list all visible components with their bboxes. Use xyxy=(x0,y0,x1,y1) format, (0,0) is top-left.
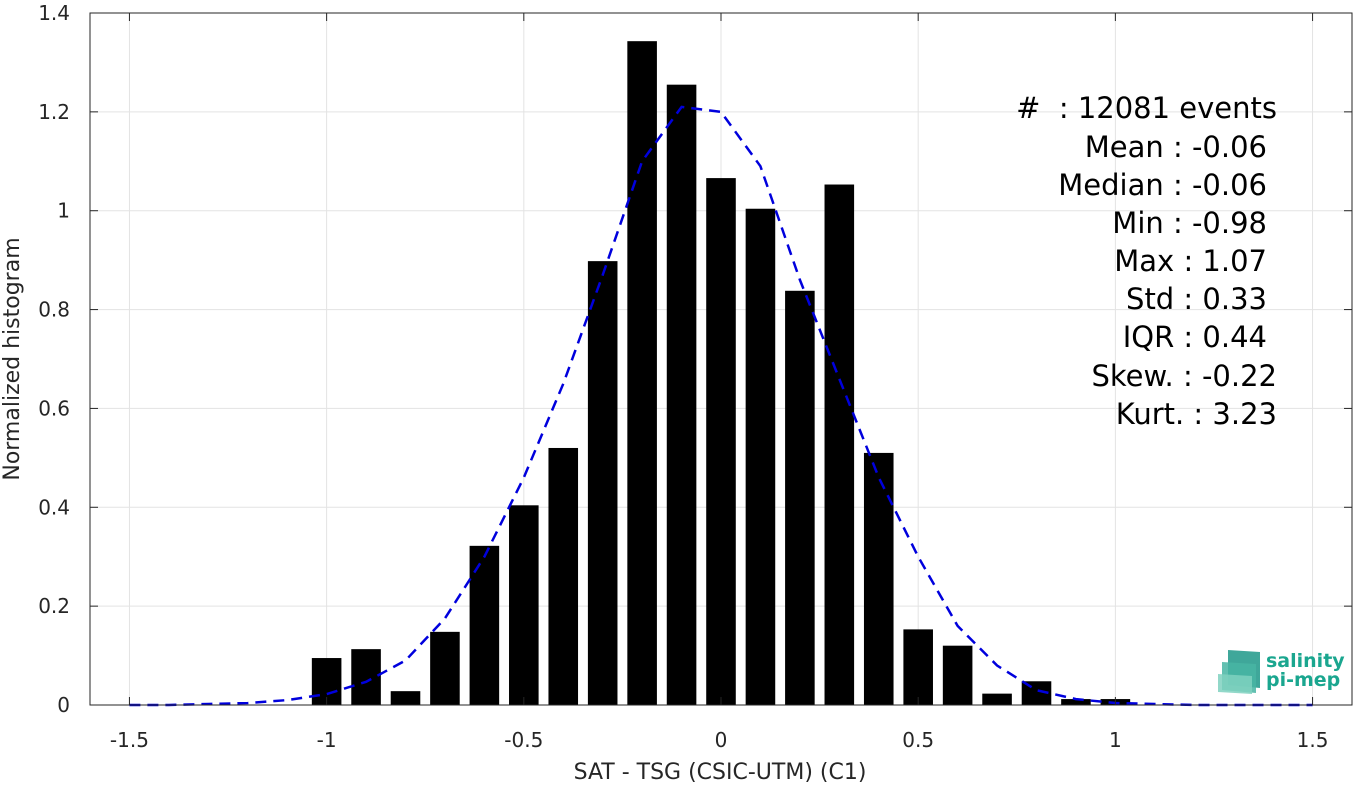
histogram-bar xyxy=(587,261,618,705)
histogram-bar xyxy=(666,84,697,705)
histogram-bar xyxy=(390,691,421,705)
histogram-bar xyxy=(824,184,855,705)
histogram-bar xyxy=(982,693,1012,705)
x-tick-label: 0.5 xyxy=(902,728,934,752)
y-tick-label: 0.8 xyxy=(38,298,70,322)
x-tick-label: -0.5 xyxy=(504,728,543,752)
y-tick-label: 0.6 xyxy=(38,396,70,420)
stat-median: Median : -0.06 xyxy=(1058,168,1267,202)
stat-max: Max : 1.07 xyxy=(1114,244,1267,278)
y-tick-label: 1.2 xyxy=(38,100,70,124)
logo-line2: pi-mep xyxy=(1266,669,1340,691)
salinity-pimep-logo: salinity pi-mep xyxy=(1218,650,1345,694)
histogram-bar xyxy=(745,208,776,706)
histogram-bar xyxy=(785,290,815,705)
stat-skew: Skew. : -0.22 xyxy=(1091,359,1277,393)
stat-min: Min : -0.98 xyxy=(1112,206,1267,240)
x-tick-label: 1.5 xyxy=(1297,728,1329,752)
histogram-bar xyxy=(469,545,500,705)
stat-events: # : 12081 events xyxy=(1016,91,1277,125)
y-tick-label: 1 xyxy=(57,199,70,223)
x-axis-ticks: -1.5 -1 -0.5 0 0.5 1 1.5 xyxy=(110,13,1329,752)
logo-line1: salinity xyxy=(1266,650,1345,672)
y-tick-label: 0.4 xyxy=(38,495,70,519)
statistics-annotation: # : 12081 events Mean : -0.06 Median : -… xyxy=(1016,91,1277,431)
logo-waves-icon xyxy=(1218,650,1260,694)
histogram-bar xyxy=(548,447,579,705)
y-tick-label: 0 xyxy=(57,693,70,717)
y-tick-label: 1.4 xyxy=(38,1,70,25)
y-tick-label: 0.2 xyxy=(38,594,70,618)
histogram-bars xyxy=(311,41,1131,706)
histogram-bar xyxy=(706,178,736,705)
histogram-bar xyxy=(509,505,539,705)
histogram-bar xyxy=(1021,681,1052,705)
histogram-bar xyxy=(942,645,973,705)
x-tick-label: -1 xyxy=(317,728,337,752)
x-axis-title: SAT - TSG (CSIC-UTM) (C1) xyxy=(574,760,867,785)
histogram-bar xyxy=(903,629,933,705)
x-tick-label: 0 xyxy=(715,728,728,752)
stat-mean: Mean : -0.06 xyxy=(1085,130,1267,164)
stat-iqr: IQR : 0.44 xyxy=(1123,320,1267,354)
stat-kurt: Kurt. : 3.23 xyxy=(1116,397,1277,431)
histogram-bar xyxy=(351,649,381,705)
histogram-bar xyxy=(430,631,460,705)
histogram-bar xyxy=(1061,699,1091,705)
histogram-bar xyxy=(863,452,894,705)
histogram-bar xyxy=(627,41,657,705)
x-tick-label: -1.5 xyxy=(110,728,149,752)
y-axis-title: Normalized histogram xyxy=(0,237,25,480)
x-tick-label: 1 xyxy=(1109,728,1122,752)
y-axis-ticks: 0 0.2 0.4 0.6 0.8 1 1.2 1.4 xyxy=(38,1,1352,717)
stat-std: Std : 0.33 xyxy=(1126,282,1267,316)
